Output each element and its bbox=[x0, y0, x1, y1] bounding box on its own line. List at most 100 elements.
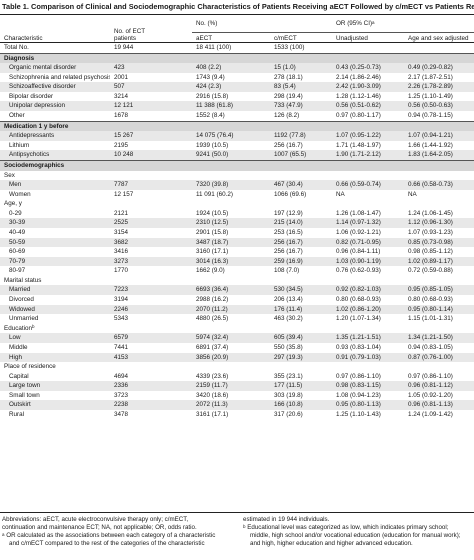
cell-characteristic: High bbox=[0, 352, 110, 363]
subgroup-row: Marital status bbox=[0, 276, 474, 286]
comparison-table: Characteristic No. of ECT patients No. (… bbox=[0, 14, 474, 420]
cell-or-adjusted: 0.95 (0.85-1.05) bbox=[404, 285, 474, 296]
cell-or-unadjusted: 0.97 (0.86-1.10) bbox=[336, 372, 381, 380]
cell-or-adjusted bbox=[404, 171, 474, 181]
cell-ect-patients: 10 248 bbox=[110, 150, 192, 161]
footnote-abbreviations-line2: continuation and maintenance ECT; NA, no… bbox=[2, 524, 197, 531]
cell-or-adjusted: 0.95 (0.80-1.14) bbox=[404, 304, 474, 315]
cell-characteristic: Divorced bbox=[9, 296, 34, 304]
header-no-pct-group: No. (%) bbox=[192, 14, 332, 33]
cell-ect-patients: 7787 bbox=[110, 180, 192, 190]
cell-characteristic: 50-59 bbox=[0, 237, 110, 248]
cell-ect-patients: 3273 bbox=[110, 256, 192, 267]
cell-or-unadjusted: 0.95 (0.80-1.13) bbox=[332, 400, 404, 410]
cell-aect: 11 388 (61.8) bbox=[192, 101, 270, 112]
cell-or-adjusted: 1.02 (0.89-1.17) bbox=[404, 256, 474, 267]
cell-characteristic: 80-97 bbox=[9, 267, 26, 275]
cell-aect: 6693 (36.4) bbox=[192, 285, 270, 296]
cell-or-unadjusted: 0.56 (0.51-0.62) bbox=[332, 101, 404, 112]
cell-ect-patients: 3478 bbox=[114, 410, 129, 418]
cell-ect-patients bbox=[110, 276, 192, 286]
cell-aect: 1662 (9.0) bbox=[196, 267, 225, 275]
header-adjusted: Age and sex adjusted bbox=[404, 32, 474, 43]
cell-or-adjusted: 0.96 (0.81-1.12) bbox=[404, 381, 474, 391]
cell-characteristic: Large town bbox=[0, 381, 110, 391]
header-aect: aECT bbox=[192, 32, 270, 43]
cell-characteristic: Outskirt bbox=[0, 400, 110, 410]
cell-characteristic: Bipolar disorder bbox=[9, 92, 54, 100]
cell-cmect: 297 (19.3) bbox=[270, 352, 332, 363]
cell-characteristic: Lithium bbox=[9, 141, 30, 149]
cell-cmect: 176 (11.4) bbox=[270, 304, 332, 315]
cell-characteristic: Men bbox=[0, 180, 110, 190]
cell-or-adjusted: 0.96 (0.81-1.13) bbox=[404, 400, 474, 410]
cell-ect-patients: 3154 bbox=[114, 228, 129, 236]
cell-ect-patients: 4153 bbox=[110, 352, 192, 363]
table-body: Total No. 19 944 18 411 (100) 1533 (100) Dia… bbox=[0, 42, 474, 420]
cell-aect: 1743 (9.4) bbox=[196, 73, 225, 81]
cell-aect: 3487 (18.7) bbox=[192, 237, 270, 248]
cell-aect: 4880 (26.5) bbox=[196, 315, 229, 323]
cell-ect-patients bbox=[110, 362, 192, 372]
cell-ect-patients: 3194 bbox=[114, 296, 129, 304]
cell-or-adjusted: 1.24 (1.09-1.42) bbox=[408, 410, 453, 418]
cell-cmect bbox=[270, 171, 332, 181]
cell-ect-patients: 3682 bbox=[110, 237, 192, 248]
cell-cmect: 733 (47.9) bbox=[270, 101, 332, 112]
table-title: Table 1. Comparison of Clinical and Soci… bbox=[2, 2, 474, 11]
table-row: Women 12 157 11 091 (60.2) 1066 (69.6) NA NA bbox=[0, 190, 474, 200]
table-row: Lithium 2195 1939 (10.5) 256 (16.7) 1.71 (1.… bbox=[0, 141, 474, 151]
cell-characteristic: Educationb bbox=[4, 323, 35, 332]
cell-cmect bbox=[270, 199, 332, 209]
cell-or-unadjusted: 0.76 (0.62-0.93) bbox=[336, 267, 381, 275]
cell-characteristic: Low bbox=[0, 333, 110, 343]
footnote-abbreviations-line1: Abbreviations: aECT, acute electroconvul… bbox=[2, 516, 189, 523]
cell-characteristic: Medication 1 y before bbox=[0, 120, 110, 132]
cell-ect-patients: 5343 bbox=[114, 315, 129, 323]
cell-or-adjusted: 0.98 (0.85-1.12) bbox=[408, 248, 453, 256]
cell-or-unadjusted bbox=[332, 120, 404, 132]
cell-cmect: 256 (16.7) bbox=[270, 237, 332, 248]
cell-aect: 3161 (17.1) bbox=[196, 410, 229, 418]
cell-cmect bbox=[270, 324, 332, 334]
footnotes-right-column: estimated in 19 944 individuals. b Educa… bbox=[243, 516, 472, 548]
cell-cmect: 259 (16.9) bbox=[270, 256, 332, 267]
cell-characteristic: 0-29 bbox=[9, 209, 22, 217]
cell-aect: 9241 (50.0) bbox=[192, 150, 270, 161]
cell-or-adjusted: 2.17 (1.87-2.51) bbox=[408, 73, 453, 81]
cell-or-unadjusted bbox=[332, 324, 404, 334]
cell-ect-patients: 423 bbox=[110, 63, 192, 73]
table-row: Rural 3478 3161 (17.1) 317 (20.6) 1.25 (1.10… bbox=[0, 410, 474, 420]
cell-or-unadjusted: 1.14 (0.97-1.32) bbox=[332, 218, 404, 228]
table-row: Unipolar depression 12 121 11 388 (61.8) 73… bbox=[0, 101, 474, 112]
cell-characteristic: Widowed bbox=[0, 304, 110, 315]
header-cmect: c/mECT bbox=[270, 32, 332, 43]
cell-or-unadjusted: 1.08 (0.94-1.23) bbox=[336, 391, 381, 399]
cell-aect: 14 075 (76.4) bbox=[192, 131, 270, 141]
table-row: Small town 3723 3420 (18.6) 303 (19.8) 1.08 … bbox=[0, 391, 474, 401]
cell-or-unadjusted bbox=[332, 362, 404, 372]
cell-aect bbox=[192, 324, 270, 334]
cell-aect: 3160 (17.1) bbox=[196, 248, 229, 256]
cell-cmect: 605 (39.4) bbox=[270, 333, 332, 343]
cell-aect bbox=[192, 199, 270, 209]
cell-ect-patients: 2195 bbox=[114, 141, 129, 149]
cell-or-unadjusted: 1.07 (0.95-1.22) bbox=[332, 131, 404, 141]
cell-ect-patients: 7441 bbox=[114, 343, 129, 351]
cell-or-adjusted: 0.87 (0.76-1.00) bbox=[404, 352, 474, 363]
cell-ect-patients: 12 157 bbox=[114, 190, 134, 198]
table-row: Divorced 3194 2988 (16.2) 206 (13.4) 0.80 (0… bbox=[0, 295, 474, 305]
cell-cmect bbox=[270, 120, 332, 132]
header-ect-patients-line1: No. of ECT bbox=[114, 28, 146, 35]
cell-cmect: 1066 (69.6) bbox=[274, 190, 307, 198]
cell-aect: 1939 (10.5) bbox=[196, 141, 229, 149]
header-unadjusted: Unadjusted bbox=[332, 32, 404, 43]
cell-cmect: 197 (12.9) bbox=[274, 209, 303, 217]
cell-ect-patients bbox=[110, 324, 192, 334]
cell-aect: 18 411 (100) bbox=[192, 42, 270, 54]
table-row: Bipolar disorder 3214 2916 (15.8) 298 (19.4… bbox=[0, 92, 474, 102]
cell-ect-patients bbox=[110, 159, 192, 171]
table-row: Schizoaffective disorder 507 424 (2.3) 83 (… bbox=[0, 82, 474, 92]
cell-or-unadjusted: 1.71 (1.48-1.97) bbox=[336, 141, 381, 149]
cell-or-adjusted: 0.85 (0.73-0.98) bbox=[404, 237, 474, 248]
